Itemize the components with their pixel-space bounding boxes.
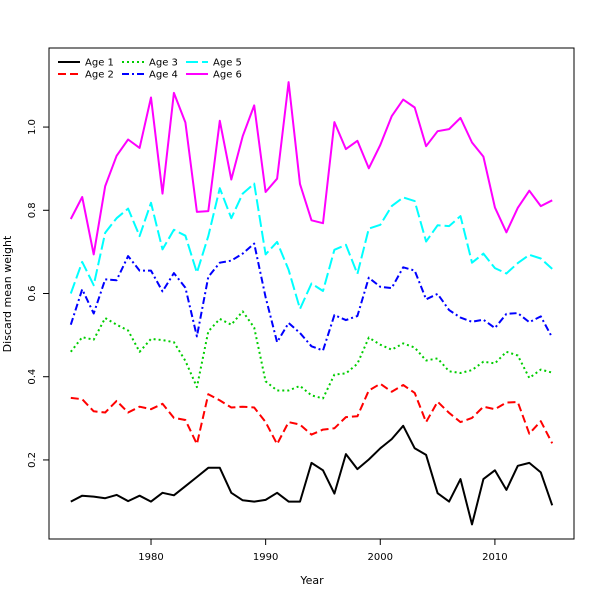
series-layer: [69, 81, 554, 526]
y-axis-title: Discard mean weight: [1, 235, 14, 352]
x-axis-title: Year: [299, 574, 324, 587]
legend-label: Age 2: [85, 70, 114, 81]
y-axis: 0.2 0.4 0.6 0.8 1.0: [27, 119, 49, 468]
x-tick-label: 2010: [482, 552, 507, 563]
y-tick-label: 0.6: [27, 286, 38, 302]
series-line-age-2: [70, 382, 554, 446]
legend-label: Age 3: [149, 58, 178, 69]
x-tick-label: 2000: [368, 552, 393, 563]
x-axis: 1980 1990 2000 2010: [138, 539, 508, 563]
series-line-age-1: [70, 424, 554, 526]
x-tick-label: 1980: [138, 552, 163, 563]
y-tick-label: 0.4: [27, 369, 38, 385]
series-line-age-4: [69, 242, 554, 352]
legend-label: Age 4: [149, 70, 178, 81]
legend-label: Age 6: [213, 70, 242, 81]
y-tick-label: 1.0: [27, 119, 38, 135]
x-tick-label: 1990: [253, 552, 278, 563]
series-line-age-6: [69, 81, 553, 256]
y-tick-label: 0.2: [27, 452, 38, 468]
series-line-age-5: [69, 182, 553, 310]
legend-label: Age 1: [85, 58, 114, 69]
legend-label: Age 5: [213, 58, 242, 69]
y-tick-label: 0.8: [27, 202, 38, 218]
